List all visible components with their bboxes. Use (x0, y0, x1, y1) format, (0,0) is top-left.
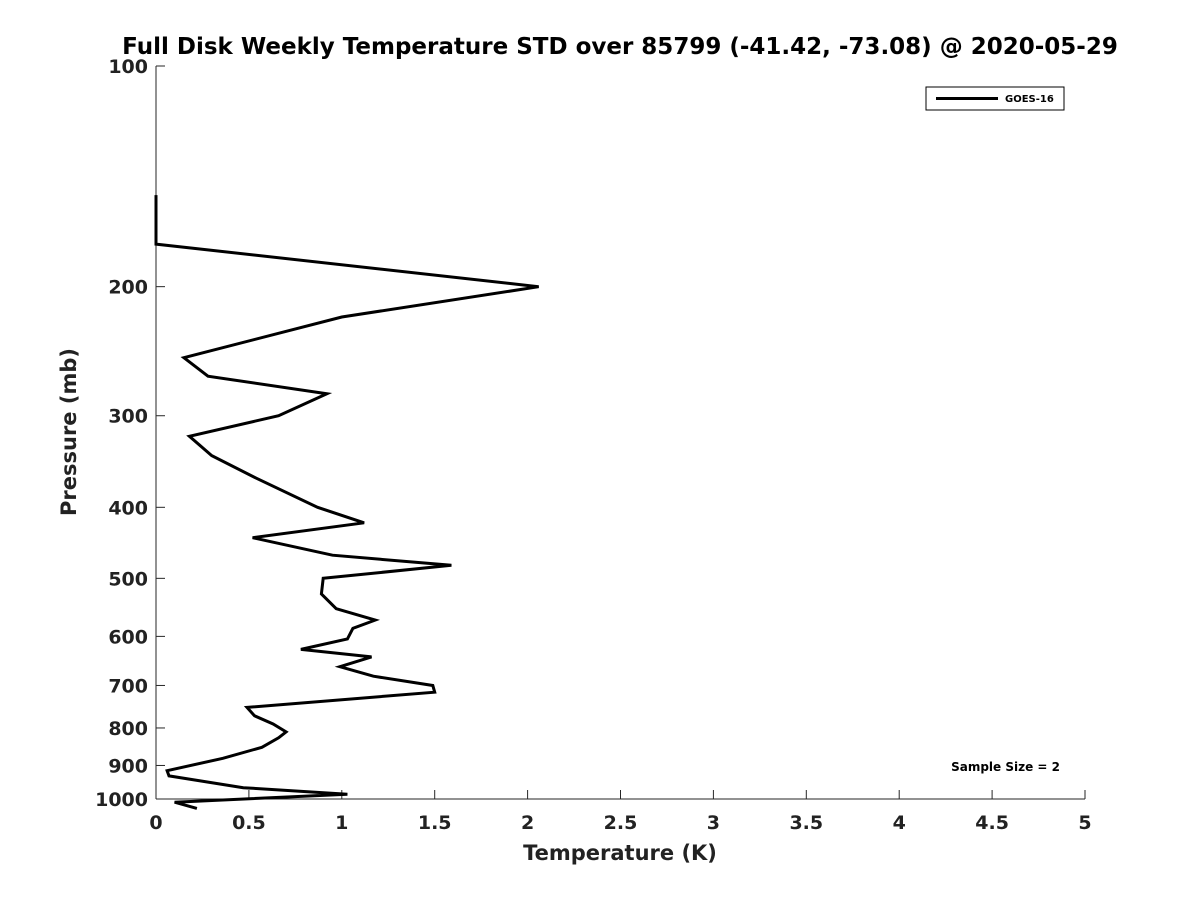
y-tick-label: 600 (108, 626, 148, 648)
x-tick-label: 4 (893, 812, 906, 834)
y-tick-label: 100 (108, 56, 148, 78)
chart-title: Full Disk Weekly Temperature STD over 85… (122, 34, 1118, 60)
y-tick-label: 400 (108, 497, 148, 519)
x-tick-label: 0.5 (232, 812, 266, 834)
x-tick-label: 3 (707, 812, 720, 834)
y-tick-label: 300 (108, 406, 148, 428)
x-tick-label: 2 (521, 812, 534, 834)
y-tick-label: 200 (108, 277, 148, 299)
x-tick-label: 3.5 (789, 812, 823, 834)
y-tick-label: 700 (108, 675, 148, 697)
x-tick-label: 4.5 (975, 812, 1009, 834)
series-line-goes-16 (154, 195, 539, 810)
y-tick-label: 1000 (95, 789, 148, 811)
y-tick-label: 500 (108, 568, 148, 590)
y-tick-label: 800 (108, 718, 148, 740)
sample-size-annotation: Sample Size = 2 (951, 760, 1060, 774)
series-lines (154, 195, 539, 810)
y-tick-label: 900 (108, 755, 148, 777)
legend: GOES-16 (925, 86, 1065, 111)
x-tick-label: 0 (149, 812, 162, 834)
y-axis-label: Pressure (mb) (57, 348, 81, 516)
x-tick-label: 5 (1078, 812, 1091, 834)
x-tick-label: 2.5 (604, 812, 638, 834)
y-axis-ticks: 100 200 300 400 500 600 700 800 900 1000 (95, 56, 165, 811)
x-axis-ticks: 0 0.5 1 1.5 2 2.5 3 3.5 4 4.5 5 (149, 790, 1092, 834)
x-tick-label: 1 (335, 812, 348, 834)
x-axis-label: Temperature (K) (523, 841, 717, 865)
x-tick-label: 1.5 (418, 812, 452, 834)
legend-label-goes-16: GOES-16 (1005, 94, 1054, 105)
